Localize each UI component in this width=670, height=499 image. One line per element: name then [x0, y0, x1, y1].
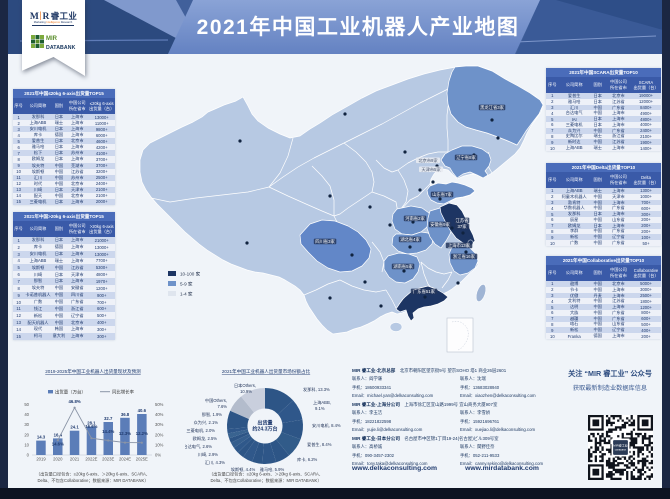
- svg-text:浙江省16家: 浙江省16家: [453, 253, 476, 260]
- svg-text:10-100 家: 10-100 家: [180, 271, 201, 277]
- svg-text:1-4 家: 1-4 家: [180, 291, 193, 297]
- svg-text:14.3: 14.3: [37, 435, 46, 440]
- svg-text:河南省2家: 河南省2家: [405, 215, 425, 222]
- svg-text:9.1%: 9.1%: [315, 406, 325, 411]
- svg-text:40%: 40%: [155, 412, 164, 417]
- svg-text:2021年中国工业机器人产业地图: 2021年中国工业机器人产业地图: [197, 15, 520, 39]
- svg-text:32.7: 32.7: [104, 416, 113, 421]
- svg-text:台达电气, 2.6%: 台达电气, 2.6%: [185, 443, 212, 450]
- svg-text:江苏省: 江苏省: [456, 217, 470, 224]
- svg-text:2024E: 2024E: [119, 457, 131, 462]
- svg-text:10: 10: [24, 442, 29, 447]
- svg-text:山东省7家: 山东省7家: [432, 191, 452, 198]
- svg-text:上海市13家: 上海市13家: [448, 242, 471, 249]
- svg-text:10.9%: 10.9%: [240, 389, 252, 394]
- svg-text:发那科, 13.3%: 发那科, 13.3%: [303, 386, 330, 393]
- svg-text:安川电机, 8.4%: 安川电机, 8.4%: [312, 422, 341, 429]
- svg-text:湖南省5家: 湖南省5家: [393, 263, 413, 270]
- svg-text:湖北省4家: 湖北省4家: [400, 236, 420, 243]
- svg-text:雅马哈, 5.9%: 雅马哈, 5.9%: [260, 466, 285, 473]
- svg-text:16.4: 16.4: [54, 432, 63, 437]
- svg-text:0: 0: [27, 453, 30, 458]
- svg-text:出货量: 出货量: [257, 420, 272, 427]
- svg-text:2021: 2021: [70, 457, 80, 462]
- svg-text:2019: 2019: [36, 457, 46, 462]
- svg-text:安徽省9家: 安徽省9家: [430, 221, 450, 228]
- svg-text:约24.3万台: 约24.3万台: [252, 426, 277, 433]
- svg-text:40: 40: [24, 412, 29, 417]
- svg-text:（出货量口径包含：≤20kg 6-axis、＞20kg 6-: （出货量口径包含：≤20kg 6-axis、＞20kg 6-axis、SCARA…: [209, 471, 323, 478]
- svg-text:那智, 1.9%: 那智, 1.9%: [202, 411, 223, 418]
- svg-text:20%: 20%: [155, 432, 164, 437]
- svg-text:广东省51家: 广东省51家: [413, 288, 436, 295]
- svg-text:28.1: 28.1: [87, 421, 96, 426]
- svg-text:四川省3家: 四川省3家: [315, 238, 335, 245]
- svg-text:川崎, 2.9%: 川崎, 2.9%: [198, 451, 219, 457]
- svg-text:Delta、不包含Collaborative；数据来源：MI: Delta、不包含Collaborative；数据来源：MIR DATABANK…: [37, 477, 148, 484]
- svg-text:汇川, 4.3%: 汇川, 4.3%: [205, 459, 226, 466]
- svg-text:2021年中国工业机器人出货量市场份额占比: 2021年中国工业机器人出货量市场份额占比: [222, 368, 311, 375]
- svg-text:14.4%: 14.4%: [102, 429, 114, 434]
- svg-text:37家: 37家: [457, 223, 467, 229]
- svg-text:2019-2025年中国工业机器人出货量现状及预测: 2019-2025年中国工业机器人出货量现状及预测: [45, 368, 141, 375]
- svg-text:12.2%: 12.2%: [136, 431, 148, 436]
- svg-text:日本Others,: 日本Others,: [234, 382, 256, 389]
- svg-text:众为兴, 2.1%: 众为兴, 2.1%: [194, 419, 219, 426]
- svg-text:10%: 10%: [155, 442, 164, 447]
- svg-text:埃斯顿, 4.4%: 埃斯顿, 4.4%: [231, 466, 256, 473]
- svg-text:50: 50: [24, 402, 29, 407]
- svg-text:三菱电机, 2.0%: 三菱电机, 2.0%: [186, 427, 215, 434]
- svg-text:2022E: 2022E: [85, 457, 97, 462]
- svg-text:欧姆龙, 2.5%: 欧姆龙, 2.5%: [193, 435, 218, 442]
- svg-text:0%: 0%: [155, 453, 161, 458]
- svg-text:7.6%: 7.6%: [217, 404, 227, 409]
- svg-text:同比增长率: 同比增长率: [112, 388, 135, 395]
- svg-text:Delta、不包含Collaborative；数据来源：MI: Delta、不包含Collaborative；数据来源：MIR DATABANK…: [210, 477, 321, 484]
- svg-text:2020: 2020: [53, 457, 63, 462]
- svg-text:北京市9家: 北京市9家: [418, 157, 438, 164]
- svg-text:30%: 30%: [155, 422, 164, 427]
- svg-text:出货量（万台）: 出货量（万台）: [55, 388, 86, 395]
- svg-text:30: 30: [24, 422, 29, 427]
- svg-text:黑龙江省3家: 黑龙江省3家: [480, 104, 505, 111]
- svg-text:14.6%: 14.6%: [52, 441, 64, 446]
- svg-text:40.6: 40.6: [138, 408, 147, 413]
- svg-text:24.1: 24.1: [70, 425, 79, 430]
- svg-text:20: 20: [24, 432, 29, 437]
- svg-text:爱普生, 8.4%: 爱普生, 8.4%: [307, 441, 332, 448]
- svg-text:MIR睿工业: MIR睿工业: [613, 443, 628, 448]
- svg-text:（出货量口径包含：≤20kg 6-axis、＞20kg 6-: （出货量口径包含：≤20kg 6-axis、＞20kg 6-axis、SCARA…: [36, 471, 150, 478]
- svg-text:12.3%: 12.3%: [119, 431, 131, 436]
- svg-text:库卡, 6.2%: 库卡, 6.2%: [297, 456, 318, 463]
- svg-text:辽宁省8家: 辽宁省8家: [456, 154, 476, 161]
- svg-text:中国Others,: 中国Others,: [205, 397, 227, 404]
- svg-text:5-9 家: 5-9 家: [180, 281, 193, 287]
- svg-text:36.8: 36.8: [121, 412, 130, 417]
- svg-text:DATABANK: DATABANK: [615, 449, 627, 452]
- svg-text:46.8%: 46.8%: [69, 399, 81, 404]
- svg-text:上海ABB,: 上海ABB,: [313, 399, 331, 406]
- svg-text:16.6%: 16.6%: [85, 424, 97, 429]
- svg-text:2023E: 2023E: [102, 457, 114, 462]
- svg-text:50%: 50%: [155, 402, 164, 407]
- svg-text:2025E: 2025E: [136, 457, 148, 462]
- svg-text:天津市5家: 天津市5家: [421, 166, 441, 173]
